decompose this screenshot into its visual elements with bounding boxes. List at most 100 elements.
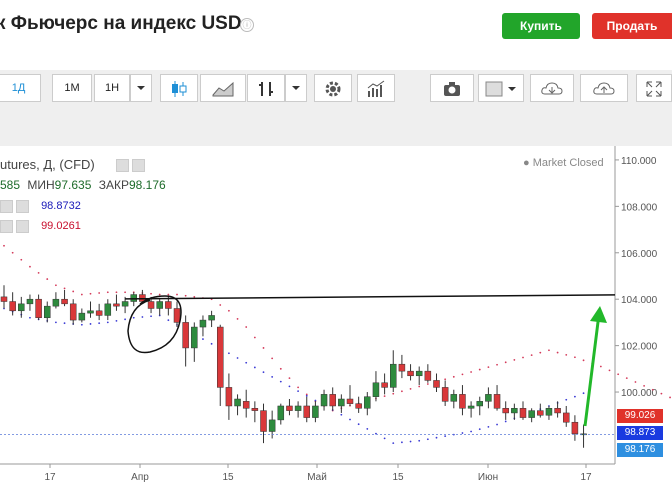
interval-dropdown-button[interactable] [130,74,152,102]
price-tick-label: 104.000 [621,295,658,306]
candle-body [467,405,475,409]
interval-1m-button[interactable]: 1М [52,74,92,102]
indicator-settings-icon[interactable] [0,220,13,233]
sar-dot-red [297,386,299,389]
sar-dot-red [150,292,152,295]
sar-dot-red [625,377,628,380]
chart-panel[interactable] [0,146,672,488]
candle-body [286,405,293,411]
candle-body [69,303,77,321]
settings-small-icon[interactable] [132,159,146,173]
interval-1h-button[interactable]: 1Н [94,74,130,102]
candle-body [217,326,224,388]
sar-dot-red [522,356,524,359]
sar-dot-blue [435,436,438,439]
candle-body [260,410,267,432]
sar-dot-red [219,304,222,306]
price-box-current: 98.176 [617,443,663,457]
sar-dot-blue [150,315,152,318]
color-picker-button[interactable] [478,74,524,102]
candle-body [537,410,544,416]
cloud-download-icon [541,82,563,95]
candle-body [182,322,189,349]
sar-dot-red [72,290,75,293]
sar-dot-blue [392,442,395,445]
sar-dot-blue [487,425,490,428]
indicator-value-red: 99.0261 [41,220,81,233]
sar-dot-red [651,388,654,391]
close-icon[interactable] [16,220,29,233]
sar-dot-blue [228,352,230,355]
candle-body [303,405,310,418]
candlestick-type-button[interactable] [160,74,198,102]
indicators-icon [367,80,385,97]
sar-dot-red [401,390,403,393]
sar-dot-red [176,293,178,296]
trend-line [124,294,616,300]
sar-dot-red [46,278,49,280]
sar-dot-red [184,294,187,297]
area-chart-button[interactable] [200,74,246,102]
time-tick-label: 17 [580,472,592,483]
gear-icon [325,81,341,97]
sell-button[interactable]: Продать [592,13,672,39]
sar-dot-red [496,363,498,366]
candle-body [294,405,302,411]
candle-body [35,298,42,319]
close-icon[interactable] [16,200,29,213]
sar-dot-red [383,395,386,398]
candle-body [364,396,371,409]
candle-body [511,408,518,414]
candle-body [44,305,51,319]
settings-button[interactable] [314,74,352,102]
candle-body [415,370,423,377]
info-icon[interactable]: ⓘ [240,18,254,32]
sar-dot-blue [288,385,291,388]
sar-dot-blue [63,322,66,325]
download-button[interactable] [530,74,574,102]
candle-body [519,408,527,418]
sar-dot-blue [582,392,585,395]
upload-button[interactable] [580,74,628,102]
sar-dot-red [426,383,429,385]
candle-body [433,380,440,388]
sar-dot-red [271,357,274,360]
sar-dot-red [530,354,533,356]
candle-body [355,403,362,409]
candle-body [156,301,163,309]
time-tick-label: Апр [131,472,149,483]
time-tick-label: 15 [222,472,234,483]
candle-body [563,412,570,423]
buy-button[interactable]: Купить [502,13,580,39]
sar-dot-blue [55,321,57,324]
sar-dot-blue [297,390,299,392]
camera-icon [444,82,460,96]
sar-dot-blue [29,316,31,319]
sar-dot-red [236,318,239,320]
low-label: МИН [27,178,55,192]
fullscreen-button[interactable] [636,74,672,102]
sar-dot-blue [115,319,118,322]
sar-dot-red [98,292,101,294]
sar-dot-blue [340,413,343,416]
circle-annotation [127,295,182,354]
indicator-settings-icon[interactable] [0,200,13,213]
sar-dot-blue [426,438,429,441]
close-label: ЗАКР [98,178,129,192]
bar-chart-type-button[interactable] [247,74,285,102]
sar-dot-red [409,387,412,390]
indicators-button[interactable] [357,74,395,102]
candle-body [95,310,103,316]
price-chart[interactable]: 110.000 108.000 106.000 104.000 102.000 100.0… [0,146,672,488]
candle-body [130,294,137,302]
sar-dot-red [565,354,568,356]
screenshot-button[interactable] [430,74,474,102]
eye-icon[interactable] [116,159,130,173]
sar-dot-blue [80,323,83,326]
chart-type-dropdown-button[interactable] [285,74,307,102]
candle-body [9,301,16,312]
sar-dot-red [444,378,447,381]
interval-1d-button[interactable]: 1Д [0,74,41,102]
fullscreen-icon [646,81,662,97]
sar-dot-blue [98,322,101,325]
